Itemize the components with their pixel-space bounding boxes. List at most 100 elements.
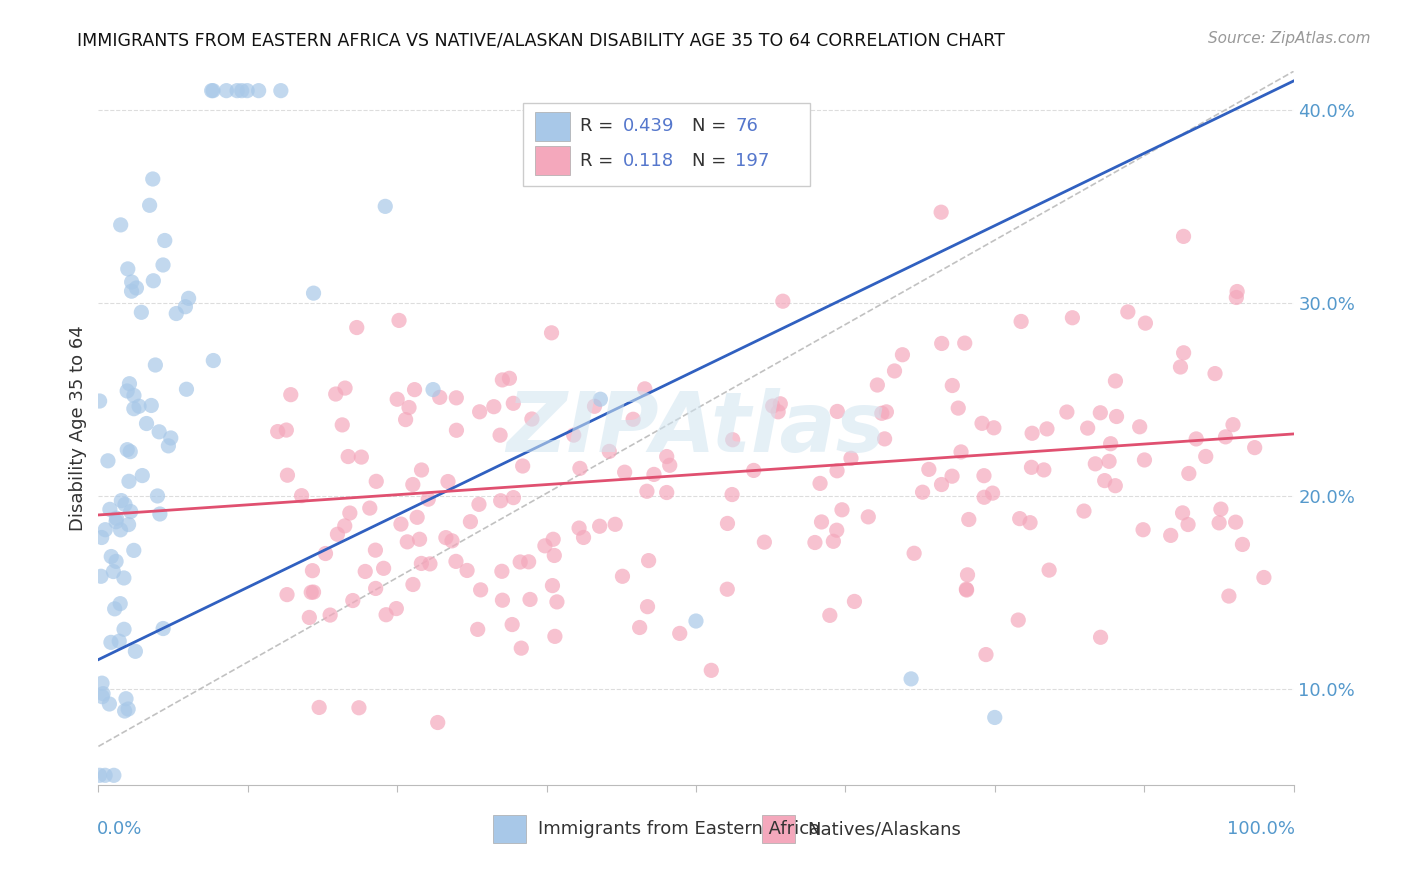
Point: [276, 468, 298, 483]
Point: [308, 700, 330, 714]
Text: 197: 197: [735, 152, 769, 169]
Point: [1208, 516, 1230, 530]
Point: [742, 463, 765, 477]
Point: [105, 515, 128, 529]
Point: [818, 608, 841, 623]
Point: [280, 387, 302, 401]
Point: [215, 84, 238, 98]
Point: [509, 555, 531, 569]
Point: [1098, 454, 1121, 468]
Point: [100, 549, 122, 564]
Point: [1173, 229, 1195, 244]
Point: [1185, 432, 1208, 446]
Point: [1073, 504, 1095, 518]
Point: [970, 417, 993, 431]
Point: [231, 84, 253, 98]
Point: [1021, 460, 1043, 475]
Point: [929, 205, 952, 219]
Point: [276, 423, 298, 437]
Point: [583, 399, 606, 413]
Point: [1160, 528, 1182, 542]
Point: [875, 405, 897, 419]
Point: [517, 555, 540, 569]
Point: [1062, 310, 1084, 325]
Point: [769, 397, 792, 411]
Point: [974, 648, 997, 662]
Point: [891, 348, 914, 362]
Point: [534, 539, 557, 553]
FancyBboxPatch shape: [523, 103, 810, 186]
Point: [105, 511, 128, 525]
Point: [883, 364, 905, 378]
Point: [201, 84, 224, 98]
Point: [117, 442, 139, 457]
Text: R =: R =: [581, 118, 619, 136]
Point: [114, 704, 136, 718]
Point: [1090, 630, 1112, 644]
Point: [385, 392, 409, 407]
Point: [589, 392, 612, 407]
Point: [120, 444, 142, 458]
Point: [117, 702, 139, 716]
Point: [122, 543, 145, 558]
Point: [1225, 515, 1247, 529]
Point: [149, 507, 172, 521]
Text: N =: N =: [692, 152, 733, 169]
Point: [364, 543, 387, 558]
Point: [502, 491, 524, 505]
Point: [440, 533, 463, 548]
Point: [373, 561, 395, 575]
Point: [104, 602, 127, 616]
Text: 0.0%: 0.0%: [97, 821, 142, 838]
Point: [270, 84, 292, 98]
Point: [1226, 285, 1249, 299]
Point: [956, 567, 979, 582]
Point: [98, 697, 121, 711]
Point: [389, 517, 412, 532]
Point: [491, 593, 513, 607]
Point: [152, 622, 174, 636]
Point: [984, 710, 1007, 724]
Point: [540, 326, 562, 340]
Point: [1090, 406, 1112, 420]
Point: [1129, 419, 1152, 434]
Point: [1253, 570, 1275, 584]
Point: [330, 417, 353, 432]
Point: [541, 533, 564, 547]
Point: [177, 291, 200, 305]
Point: [810, 515, 832, 529]
Point: [402, 477, 425, 491]
Point: [408, 533, 430, 547]
Point: [1099, 436, 1122, 450]
Point: [1222, 417, 1244, 432]
Point: [1171, 506, 1194, 520]
Point: [808, 476, 831, 491]
Point: [502, 396, 524, 410]
Point: [89, 394, 111, 409]
Point: [446, 423, 468, 437]
Point: [501, 617, 523, 632]
Point: [301, 564, 323, 578]
Point: [117, 261, 139, 276]
Bar: [762, 815, 796, 844]
Point: [120, 504, 142, 518]
Point: [302, 585, 325, 599]
Point: [637, 553, 659, 567]
Point: [1232, 537, 1254, 551]
Point: [406, 510, 429, 524]
Point: [489, 493, 512, 508]
Point: [347, 700, 370, 714]
Point: [953, 336, 976, 351]
Point: [114, 498, 136, 512]
Point: [955, 582, 977, 597]
Point: [491, 373, 513, 387]
Point: [621, 412, 644, 426]
Point: [931, 336, 953, 351]
Point: [89, 768, 111, 782]
Point: [1036, 422, 1059, 436]
Point: [568, 521, 591, 535]
Point: [112, 571, 135, 585]
Point: [1215, 430, 1237, 444]
Point: [643, 467, 665, 482]
Point: [489, 428, 512, 442]
